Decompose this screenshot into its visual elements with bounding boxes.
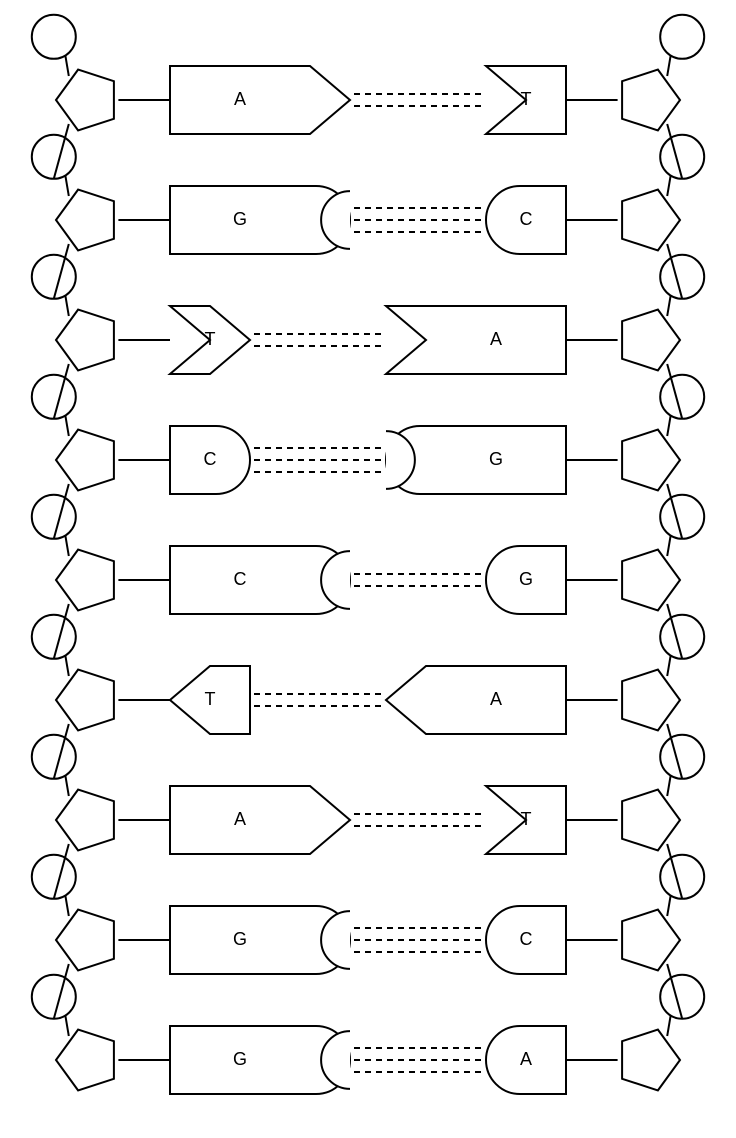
base-right-shape — [386, 666, 566, 734]
base-label-right-A: A — [520, 1049, 532, 1069]
nucleotide-pair-6: TA — [32, 604, 704, 734]
base-label-left-G: G — [233, 929, 247, 949]
nucleotide-pair-2: GC — [32, 124, 704, 254]
base-label-left-G: G — [233, 209, 247, 229]
phosphate-left — [32, 495, 76, 539]
base-label-right-A: A — [490, 689, 502, 709]
base-right-shape — [386, 306, 566, 374]
phosphate-right — [660, 615, 704, 659]
base-label-right-G: G — [489, 449, 503, 469]
base-left-shape — [170, 786, 350, 854]
base-label-left-A: A — [234, 809, 246, 829]
sugar-right — [622, 430, 680, 491]
base-label-right-T: T — [521, 89, 532, 109]
phosphate-left — [32, 255, 76, 299]
phosphate-left — [32, 15, 76, 59]
base-left — [170, 546, 350, 614]
sugar-left — [56, 310, 114, 371]
sugar-right — [622, 70, 680, 131]
base-left — [170, 1026, 350, 1094]
base-left — [170, 906, 350, 974]
base-label-left-C: C — [234, 569, 247, 589]
phosphate-right — [660, 735, 704, 779]
sugar-left — [56, 910, 114, 971]
phosphate-right — [660, 135, 704, 179]
phosphate-right — [660, 15, 704, 59]
phosphate-left — [32, 375, 76, 419]
sugar-right — [622, 190, 680, 251]
nucleotide-pair-1: AT — [32, 15, 704, 134]
nucleotide-pair-3: TA — [32, 244, 704, 374]
sugar-left — [56, 70, 114, 131]
base-left — [170, 186, 350, 254]
base-left-shape — [170, 66, 350, 134]
sugar-right — [622, 1030, 680, 1091]
phosphate-right — [660, 975, 704, 1019]
sugar-left — [56, 670, 114, 731]
base-label-right-A: A — [490, 329, 502, 349]
phosphate-right — [660, 495, 704, 539]
phosphate-left — [32, 975, 76, 1019]
sugar-right — [622, 790, 680, 851]
phosphate-right — [660, 255, 704, 299]
base-label-left-G: G — [233, 1049, 247, 1069]
sugar-left — [56, 1030, 114, 1091]
base-label-right-C: C — [520, 209, 533, 229]
sugar-left — [56, 790, 114, 851]
sugar-left — [56, 430, 114, 491]
phosphate-left — [32, 135, 76, 179]
nucleotide-pair-9: GA — [32, 964, 704, 1094]
nucleotide-pair-7: AT — [32, 724, 704, 854]
base-label-left-C: C — [204, 449, 217, 469]
base-right — [386, 426, 566, 494]
sugar-left — [56, 190, 114, 251]
nucleotide-pair-5: CG — [32, 484, 704, 614]
phosphate-left — [32, 855, 76, 899]
phosphate-right — [660, 855, 704, 899]
base-label-left-T: T — [205, 329, 216, 349]
base-label-right-T: T — [521, 809, 532, 829]
sugar-right — [622, 670, 680, 731]
sugar-right — [622, 310, 680, 371]
sugar-left — [56, 550, 114, 611]
phosphate-left — [32, 735, 76, 779]
nucleotide-pair-8: GC — [32, 844, 704, 974]
sugar-right — [622, 550, 680, 611]
sugar-right — [622, 910, 680, 971]
base-label-right-G: G — [519, 569, 533, 589]
base-label-right-C: C — [520, 929, 533, 949]
nucleotide-pair-4: CG — [32, 364, 704, 494]
phosphate-right — [660, 375, 704, 419]
base-label-left-T: T — [205, 689, 216, 709]
phosphate-left — [32, 615, 76, 659]
base-label-left-A: A — [234, 89, 246, 109]
